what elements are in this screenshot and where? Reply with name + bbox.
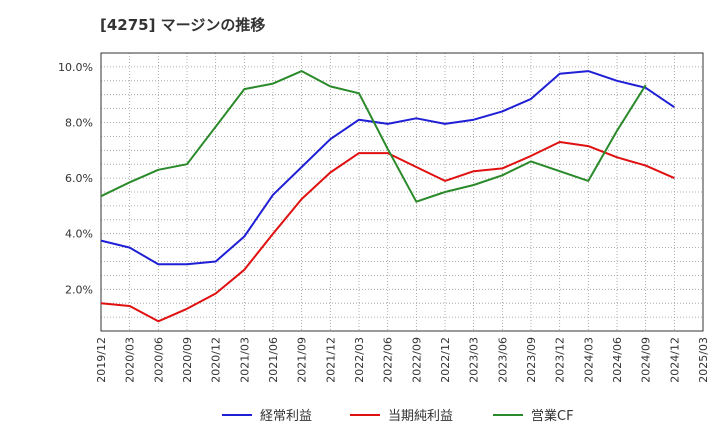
plot-frame: [100, 52, 704, 332]
y-tick-label: 8.0%: [65, 117, 93, 130]
y-tick-label: 10.0%: [58, 61, 93, 74]
grid-lines: [100, 53, 704, 331]
x-tick-label: 2020/06: [152, 337, 165, 383]
x-tick-label: 2021/03: [238, 337, 251, 383]
x-tick-label: 2019/12: [95, 337, 108, 383]
chart-title: [4275] マージンの推移: [100, 16, 266, 34]
x-tick-label: 2024/03: [582, 337, 595, 383]
x-tick-label: 2021/12: [324, 337, 337, 383]
legend-label: 営業CF: [531, 408, 574, 424]
legend-label: 当期純利益: [388, 409, 453, 424]
x-tick-label: 2023/03: [468, 337, 481, 383]
x-axis-ticks: 2019/12 2020/03 2020/06 2020/09 2020/12 2021/…: [95, 337, 710, 383]
y-axis-ticks: 2.0% 4.0% 6.0% 8.0% 10.0%: [58, 61, 93, 296]
y-tick-label: 2.0%: [65, 283, 93, 296]
x-tick-label: 2025/03: [697, 337, 710, 383]
y-tick-label: 6.0%: [65, 172, 93, 185]
x-tick-label: 2023/12: [554, 337, 567, 383]
x-tick-label: 2024/12: [668, 337, 681, 383]
x-tick-label: 2022/03: [353, 337, 366, 383]
x-tick-label: 2020/09: [181, 337, 194, 383]
series-line: [100, 141, 675, 323]
x-tick-label: 2024/06: [611, 337, 624, 383]
x-tick-label: 2020/12: [210, 337, 223, 383]
x-tick-label: 2022/09: [410, 337, 423, 383]
legend-label: 経常利益: [260, 409, 312, 424]
series-line: [100, 70, 647, 203]
x-tick-label: 2022/12: [439, 337, 452, 383]
x-tick-label: 2024/09: [640, 337, 653, 383]
x-tick-label: 2020/03: [124, 337, 137, 383]
series-lines: [100, 70, 675, 323]
x-tick-label: 2021/06: [267, 337, 280, 383]
x-tick-label: 2021/09: [296, 337, 309, 383]
series-line: [100, 70, 675, 266]
legend: 経常利益 当期純利益 営業CF: [222, 408, 574, 424]
y-tick-label: 4.0%: [65, 228, 93, 241]
x-tick-label: 2022/06: [382, 337, 395, 383]
x-tick-label: 2023/06: [496, 337, 509, 383]
x-tick-label: 2023/09: [525, 337, 538, 383]
